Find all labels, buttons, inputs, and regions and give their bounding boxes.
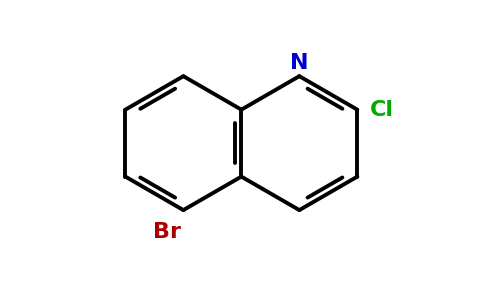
Text: N: N [290,53,309,73]
Text: Cl: Cl [369,100,393,120]
Text: Br: Br [152,222,181,242]
